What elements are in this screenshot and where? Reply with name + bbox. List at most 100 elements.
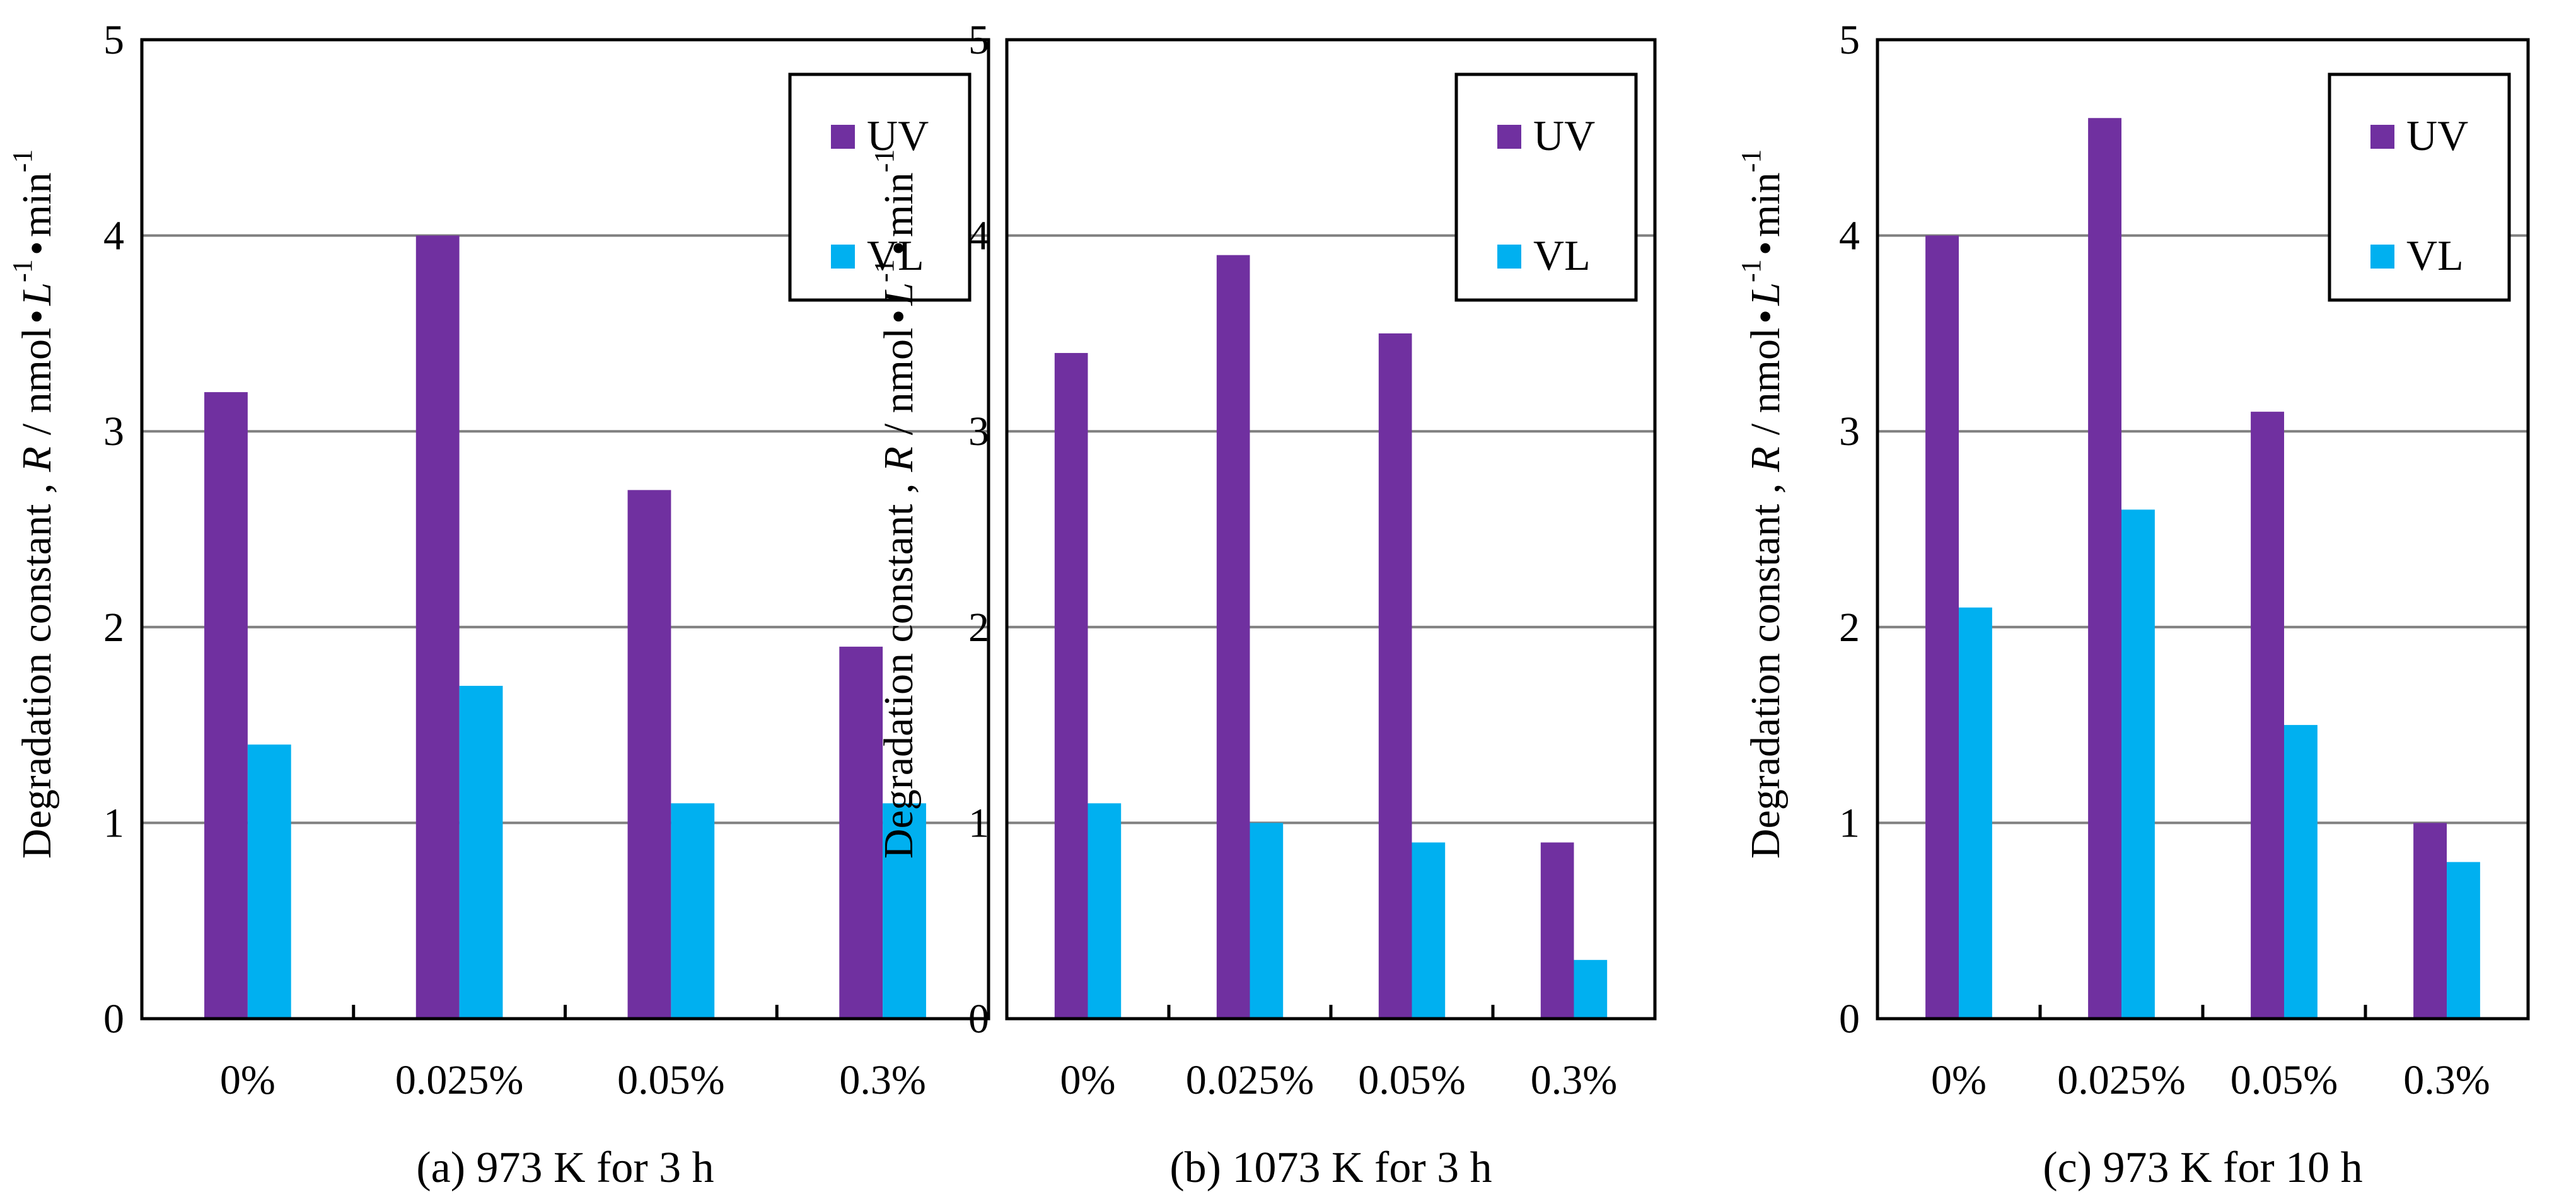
legend: UV VL: [2328, 72, 2511, 302]
ylabel-part1: Degradation constant ,: [1743, 483, 1789, 859]
category-label: 0.05%: [1358, 1057, 1465, 1103]
y-tick-label: 2: [103, 605, 124, 651]
panel-title: (b) 1073 K for 3 h: [1169, 1143, 1492, 1192]
ylabel-dot1: •: [876, 310, 922, 324]
y-tick-label: 5: [103, 17, 124, 63]
ylabel-r: R: [1743, 446, 1789, 472]
legend-label-uv: UV: [867, 112, 929, 159]
y-tick-label: 3: [968, 408, 989, 454]
legend: UV VL: [788, 72, 972, 302]
y-tick-label: 4: [1839, 213, 1860, 259]
bar-uv-3: [627, 490, 671, 1019]
y-tick-label: 1: [1839, 800, 1860, 846]
ylabel-part2: / nmol: [14, 328, 60, 436]
ylabel-part1: Degradation constant ,: [876, 483, 922, 859]
ylabel-dot2: •: [876, 241, 922, 255]
ylabel-sup1: -1: [1736, 259, 1767, 282]
y-tick-label: 3: [1839, 408, 1860, 454]
ylabel-dot2: •: [14, 241, 60, 255]
y-tick-label: 3: [103, 408, 124, 454]
category-label: 0%: [220, 1057, 276, 1103]
legend-label-vl: VL: [1533, 231, 1591, 279]
y-tick-label: 2: [968, 605, 989, 651]
ylabel-min: min: [14, 172, 60, 237]
y-tick-label: 1: [968, 800, 989, 846]
y-tick-label: 1: [103, 800, 124, 846]
bar-uv-2: [1216, 255, 1250, 1019]
bar-vl-3: [671, 803, 715, 1019]
bar-vl-2: [1250, 823, 1284, 1019]
ylabel-sup2: -1: [1736, 149, 1767, 173]
legend-frame: [1454, 72, 1638, 302]
bar-uv-1: [204, 392, 248, 1019]
ylabel-r: R: [14, 446, 60, 472]
bar-uv-1: [1925, 235, 1959, 1019]
bar-uv-4: [2413, 823, 2447, 1019]
y-tick-label: 4: [103, 213, 124, 259]
bar-uv-4: [839, 646, 883, 1019]
y-tick-label: 0: [103, 996, 124, 1042]
bar-vl-3: [2284, 725, 2318, 1019]
y-tick-label: 4: [968, 213, 989, 259]
category-label: 0.3%: [839, 1057, 925, 1103]
panel-3: 0 1 2 3 4 5 0% 0.025% 0.05% 0.3% (c) 973 K for 10 …: [1736, 17, 2530, 1192]
y-tick-label: 0: [1839, 996, 1860, 1042]
ylabel-min: min: [1743, 172, 1789, 237]
category-label: 0%: [1931, 1057, 1987, 1103]
ylabel-sup2: -1: [7, 149, 38, 173]
ylabel-sup1: -1: [7, 259, 38, 282]
bar-vl-1: [1959, 607, 1992, 1019]
y-tick-label: 2: [1839, 605, 1860, 651]
category-label: 0.3%: [2403, 1057, 2490, 1103]
y-axis-label: Degradation constant ,R/ nmol•L-1•min-1: [7, 149, 60, 859]
legend-frame: [788, 72, 972, 302]
panel-1: 0 1 2 3 4 5 0% 0.025% 0.05% 0.3% (a) 973 K for 3 h…: [7, 17, 990, 1192]
bar-vl-2: [2121, 509, 2155, 1019]
category-label: 0.05%: [2231, 1057, 2338, 1103]
ylabel-l: L: [1743, 282, 1789, 306]
bar-vl-2: [459, 685, 503, 1019]
legend-label-vl: VL: [2406, 231, 2464, 279]
y-axis-label: Degradation constant ,R/ nmol•L-1•min-1: [1736, 149, 1789, 859]
bar-vl-4: [883, 803, 926, 1019]
bar-uv-2: [415, 235, 460, 1019]
ylabel-r: R: [876, 446, 922, 472]
category-label: 0.025%: [2057, 1057, 2185, 1103]
bar-vl-3: [1412, 842, 1446, 1019]
legend-swatch-uv: [1497, 125, 1521, 149]
y-axis-label: Degradation constant ,R/ nmol•L-1•min-1: [869, 149, 922, 859]
panel-title: (c) 973 K for 10 h: [2043, 1143, 2362, 1192]
legend-label-vl: VL: [867, 231, 924, 279]
ylabel-l: L: [876, 282, 922, 306]
legend-frame: [2328, 72, 2511, 302]
bar-vl-4: [1574, 959, 1608, 1019]
ylabel-dot1: •: [1743, 310, 1789, 324]
y-tick-label: 5: [1839, 17, 1860, 63]
bar-vl-1: [1088, 803, 1122, 1019]
legend-swatch-uv: [2370, 125, 2394, 149]
y-tick-label: 0: [968, 996, 989, 1042]
bar-uv-3: [2251, 412, 2284, 1019]
bar-uv-4: [1540, 842, 1574, 1019]
ylabel-sup1: -1: [869, 259, 900, 282]
bar-vl-1: [247, 744, 291, 1019]
legend-label-uv: UV: [2406, 112, 2468, 159]
bar-uv-3: [1378, 333, 1412, 1019]
ylabel-l: L: [14, 282, 60, 306]
category-label: 0.3%: [1531, 1057, 1617, 1103]
legend-swatch-vl: [2370, 245, 2394, 269]
legend-swatch-uv: [831, 125, 855, 149]
ylabel-dot1: •: [14, 310, 60, 324]
category-label: 0%: [1060, 1057, 1116, 1103]
category-label: 0.05%: [617, 1057, 724, 1103]
ylabel-dot2: •: [1743, 241, 1789, 255]
bar-uv-1: [1054, 352, 1088, 1019]
ylabel-sup2: -1: [869, 149, 900, 173]
bar-vl-4: [2447, 862, 2480, 1019]
ylabel-min: min: [876, 172, 922, 237]
legend-swatch-vl: [1497, 245, 1521, 269]
legend-label-uv: UV: [1533, 112, 1595, 159]
category-label: 0.025%: [395, 1057, 523, 1103]
ylabel-part1: Degradation constant ,: [14, 483, 60, 859]
